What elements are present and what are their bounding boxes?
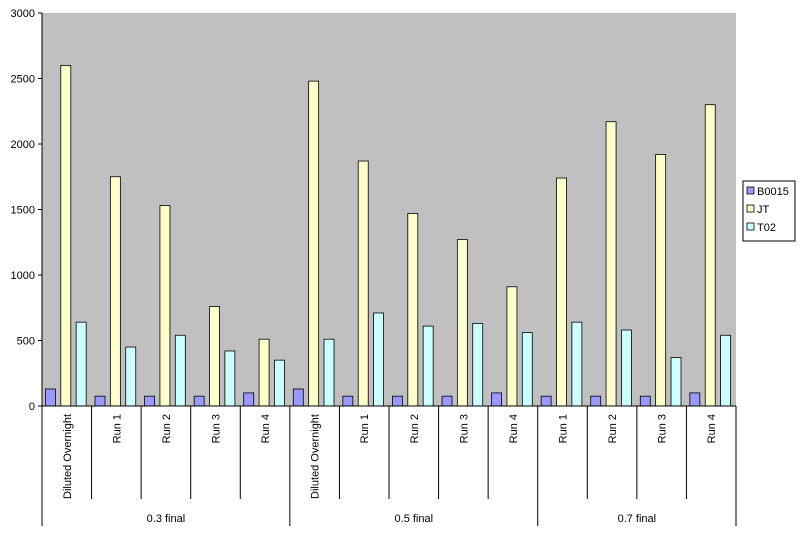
legend-label: T02 xyxy=(757,222,776,234)
x-tick-label: Run 1 xyxy=(111,414,123,443)
bar-b0015-4 xyxy=(243,392,255,407)
x-tick-label: Run 3 xyxy=(458,414,470,443)
bar-jt-8 xyxy=(456,239,468,407)
group-label: 0.5 final xyxy=(395,513,434,525)
x-tick-label: Run 2 xyxy=(607,414,619,443)
bar-jt-3 xyxy=(209,306,220,407)
bar-jt-1 xyxy=(109,176,121,407)
x-tick-label: Run 3 xyxy=(657,414,669,443)
x-tick-label: Run 1 xyxy=(558,414,570,443)
y-tick-label: 2000 xyxy=(11,139,35,151)
y-tick-label: 500 xyxy=(17,336,35,348)
legend: B0015 JT T02 xyxy=(742,180,796,242)
group-label: 0.3 final xyxy=(147,513,186,525)
bar-b0015-10 xyxy=(540,395,552,407)
legend-swatch xyxy=(746,222,755,231)
bar-jt-13 xyxy=(704,104,716,407)
x-tick-label: Run 4 xyxy=(706,414,718,443)
bar-t02-11 xyxy=(621,329,632,407)
bar-jt-11 xyxy=(605,121,617,407)
bar-t02-13 xyxy=(720,334,731,407)
bar-jt-12 xyxy=(655,154,667,407)
bars xyxy=(45,65,731,407)
bar-b0015-1 xyxy=(94,395,106,407)
x-tick-label: Run 1 xyxy=(359,414,371,443)
legend-label: JT xyxy=(757,204,770,216)
bar-t02-7 xyxy=(422,325,434,407)
bar-b0015-2 xyxy=(144,395,155,407)
bar-t02-3 xyxy=(224,350,236,407)
bar-t02-9 xyxy=(521,332,533,407)
bar-jt-5 xyxy=(308,80,320,407)
bar-jt-2 xyxy=(159,205,171,407)
bar-b0015-0 xyxy=(45,388,56,407)
bar-b0015-9 xyxy=(491,392,502,407)
x-tick-label: Run 4 xyxy=(260,414,272,443)
y-tick-label: 0 xyxy=(29,401,35,413)
x-tick-label: Run 4 xyxy=(508,414,520,443)
legend-swatch xyxy=(746,204,755,213)
bar-jt-10 xyxy=(556,177,567,407)
bar-b0015-11 xyxy=(590,395,602,407)
x-axis: Diluted Overnight Run 1 Run 2 Run 3 Run 4 Dil… xyxy=(41,405,737,526)
x-tick-label: Diluted Overnight xyxy=(62,414,74,499)
x-tick-label: Run 3 xyxy=(211,414,223,443)
bar-t02-5 xyxy=(323,338,335,407)
bar-b0015-3 xyxy=(193,395,205,407)
y-tick-label: 1000 xyxy=(11,270,35,282)
bar-t02-0 xyxy=(75,321,87,407)
bar-b0015-8 xyxy=(441,395,453,407)
x-tick-label: Run 2 xyxy=(161,414,173,443)
bar-b0015-5 xyxy=(292,388,304,407)
y-tick-label: 3000 xyxy=(11,8,35,20)
group-label: 0.7 final xyxy=(618,513,657,525)
y-axis: 0 500 1000 1500 2000 2500 3000 xyxy=(11,8,43,413)
bar-t02-8 xyxy=(472,323,484,407)
bar-jt-9 xyxy=(506,286,518,407)
bar-b0015-7 xyxy=(392,395,403,407)
plot-area xyxy=(42,13,736,406)
bar-jt-6 xyxy=(357,160,369,407)
y-tick-label: 1500 xyxy=(11,205,35,217)
bar-b0015-6 xyxy=(342,395,354,407)
legend-swatch xyxy=(746,186,755,195)
bar-t02-6 xyxy=(373,312,384,407)
x-tick-label: Diluted Overnight xyxy=(310,414,322,499)
bar-b0015-12 xyxy=(639,395,651,407)
legend-label: B0015 xyxy=(757,186,789,198)
bar-t02-12 xyxy=(670,357,682,407)
bar-t02-4 xyxy=(274,359,285,407)
bar-t02-10 xyxy=(571,321,583,407)
y-tick-label: 2500 xyxy=(11,74,35,86)
bar-b0015-13 xyxy=(689,392,701,407)
x-tick-label: Run 2 xyxy=(409,414,421,443)
bar-jt-4 xyxy=(258,338,270,407)
bar-t02-1 xyxy=(125,346,137,407)
bar-jt-0 xyxy=(60,65,72,407)
bar-t02-2 xyxy=(174,334,186,407)
bar-jt-7 xyxy=(407,213,419,407)
